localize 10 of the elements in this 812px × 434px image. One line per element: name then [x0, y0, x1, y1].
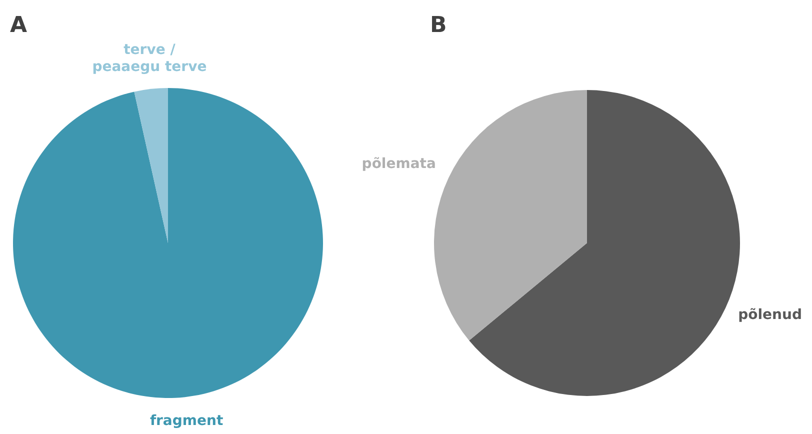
pie-slice	[134, 88, 168, 243]
chart-title: A	[10, 13, 28, 38]
pie-slice	[434, 90, 587, 341]
slice-label: terve / peaaegu terve	[92, 42, 207, 76]
pie-slice	[13, 88, 323, 398]
pie-slice	[469, 90, 740, 396]
slice-label: fragment	[150, 412, 224, 429]
slice-label: põlemata	[362, 156, 436, 172]
slice-label: põlenud	[738, 307, 802, 324]
chart-title: B	[430, 13, 447, 38]
